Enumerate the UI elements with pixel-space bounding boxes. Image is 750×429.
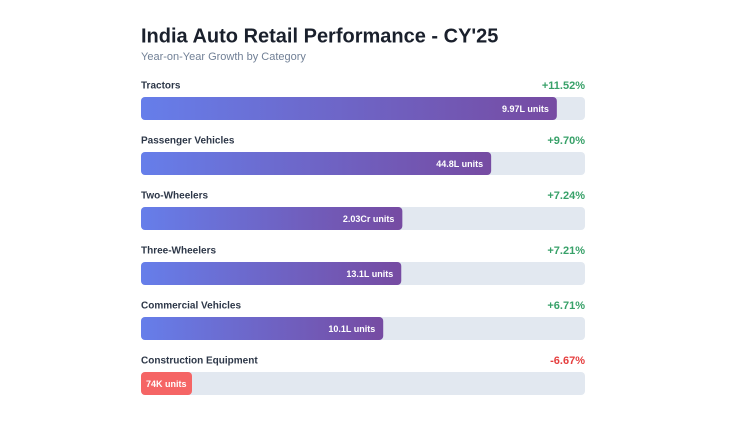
unit-label: 13.1L units [346, 269, 393, 279]
value-label: -6.67% [550, 355, 585, 367]
unit-label: 44.8L units [436, 159, 483, 169]
category-label: Two-Wheelers [141, 191, 208, 202]
bar [141, 152, 492, 175]
value-label: +6.71% [547, 300, 585, 312]
bar [141, 97, 557, 120]
bar [141, 262, 402, 285]
bar [141, 317, 384, 340]
category-label: Passenger Vehicles [141, 136, 235, 147]
category-label: Construction Equipment [141, 356, 258, 367]
unit-label: 2.03Cr units [343, 214, 395, 224]
category-label: Commercial Vehicles [141, 301, 241, 312]
unit-label: 74K units [146, 379, 187, 389]
chart-title: India Auto Retail Performance - CY'25 [141, 25, 498, 47]
value-label: +7.24% [547, 190, 585, 202]
value-label: +11.52% [542, 80, 585, 92]
bar-track [141, 372, 585, 395]
unit-label: 10.1L units [328, 324, 375, 334]
chart-subtitle: Year-on-Year Growth by Category [141, 51, 306, 63]
value-label: +9.70% [547, 135, 585, 147]
unit-label: 9.97L units [502, 104, 549, 114]
bar [141, 207, 403, 230]
category-label: Three-Wheelers [141, 246, 216, 257]
category-label: Tractors [141, 81, 181, 92]
value-label: +7.21% [547, 245, 585, 257]
bar [141, 372, 192, 395]
